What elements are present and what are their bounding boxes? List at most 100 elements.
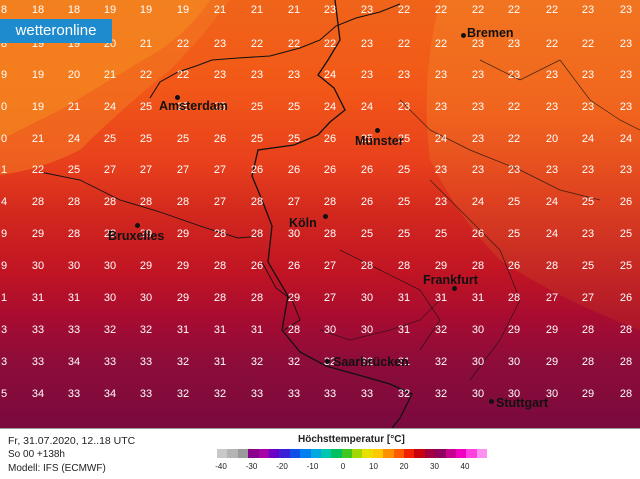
color-scale-tick: -40	[215, 462, 227, 471]
temperature-value: 28	[213, 228, 227, 240]
temperature-value: 28	[360, 260, 374, 272]
temperature-value: 23	[581, 164, 595, 176]
temperature-value: 22	[507, 4, 521, 16]
temperature-value: 27	[287, 196, 301, 208]
temperature-value: 26	[287, 260, 301, 272]
temperature-value: 25	[360, 133, 374, 145]
temperature-value: 23	[434, 101, 448, 113]
temperature-value: 0	[1, 133, 8, 145]
temperature-value: 24	[323, 101, 337, 113]
temperature-value: 4	[1, 196, 8, 208]
color-scale-tick: 0	[340, 462, 346, 471]
temperature-value: 25	[397, 196, 411, 208]
color-scale-tick: 10	[369, 462, 378, 471]
temperature-value: 22	[507, 133, 521, 145]
temperature-value: 23	[471, 69, 485, 81]
color-scale-tick: 30	[430, 462, 439, 471]
temperature-value: 30	[139, 292, 153, 304]
temperature-value: 23	[471, 133, 485, 145]
temperature-value: 1	[1, 164, 8, 176]
color-scale-step	[352, 449, 363, 458]
temperature-value: 22	[507, 101, 521, 113]
temperature-value: 28	[471, 260, 485, 272]
temperature-value: 28	[287, 324, 301, 336]
color-scale-step	[237, 449, 249, 458]
temperature-value: 23	[287, 69, 301, 81]
city-marker	[461, 33, 466, 38]
temperature-value: 30	[507, 388, 521, 400]
legend-title: Höchsttemperatur [°C]	[298, 434, 405, 445]
temperature-value: 31	[250, 324, 264, 336]
temperature-value: 30	[471, 356, 485, 368]
temperature-value: 29	[139, 260, 153, 272]
temperature-value: 23	[581, 4, 595, 16]
temperature-value: 23	[360, 69, 374, 81]
temperature-value: 32	[176, 388, 190, 400]
border-luxembourg	[261, 261, 301, 331]
temperature-value: 8	[1, 4, 8, 16]
temperature-value: 21	[67, 101, 81, 113]
temperature-value: 26	[360, 164, 374, 176]
temperature-value: 25	[287, 133, 301, 145]
temperature-value: 26	[323, 164, 337, 176]
temperature-value: 33	[139, 356, 153, 368]
temperature-value: 27	[103, 164, 117, 176]
temperature-value: 28	[619, 324, 633, 336]
temperature-value: 23	[507, 38, 521, 50]
temperature-value: 25	[176, 101, 190, 113]
color-scale-step	[258, 449, 269, 458]
temperature-value: 22	[323, 38, 337, 50]
temperature-value: 30	[287, 228, 301, 240]
temperature-value: 25	[250, 101, 264, 113]
temperature-value: 32	[287, 356, 301, 368]
temperature-value: 28	[581, 356, 595, 368]
temperature-value: 30	[323, 324, 337, 336]
temperature-value: 23	[619, 101, 633, 113]
temperature-value: 9	[1, 69, 8, 81]
city-label: Saarbrücken	[333, 355, 409, 369]
temperature-value: 28	[323, 196, 337, 208]
temperature-value: 22	[434, 38, 448, 50]
temperature-value: 24	[471, 196, 485, 208]
color-scale-tick: 20	[399, 462, 409, 471]
temperature-value: 21	[287, 4, 301, 16]
temperature-value: 25	[103, 133, 117, 145]
temperature-value: 25	[67, 164, 81, 176]
temperature-value: 25	[139, 101, 153, 113]
temperature-value: 23	[397, 101, 411, 113]
color-scale-step	[372, 449, 384, 458]
temperature-value: 23	[397, 69, 411, 81]
color-scale-step	[393, 449, 405, 458]
temperature-value: 30	[67, 260, 81, 272]
wetteronline-logo[interactable]: wetteronline	[0, 19, 112, 43]
temperature-value: 29	[287, 292, 301, 304]
temperature-value: 26	[287, 164, 301, 176]
temperature-value: 28	[250, 292, 264, 304]
temperature-value: 23	[619, 164, 633, 176]
temperature-value: 8	[1, 38, 8, 50]
color-scale	[217, 449, 488, 458]
temperature-value: 24	[360, 101, 374, 113]
temperature-value: 22	[176, 69, 190, 81]
temperature-value: 25	[581, 196, 595, 208]
temperature-value: 23	[471, 38, 485, 50]
temperature-value: 28	[139, 196, 153, 208]
temperature-value: 25	[397, 228, 411, 240]
city-label: Frankfurt	[423, 273, 478, 287]
temperature-value: 22	[545, 38, 559, 50]
temperature-value: 25	[360, 228, 374, 240]
temperature-value: 25	[250, 133, 264, 145]
color-scale-step	[248, 449, 259, 458]
temperature-value: 23	[619, 69, 633, 81]
coastline	[149, 3, 401, 99]
temperature-value: 25	[581, 260, 595, 272]
temperature-value: 26	[323, 133, 337, 145]
border-line-main	[251, 0, 413, 428]
color-scale-step	[362, 449, 373, 458]
temperature-value: 29	[581, 388, 595, 400]
temperature-value: 33	[31, 356, 45, 368]
temperature-value: 27	[176, 164, 190, 176]
color-scale-step	[435, 449, 446, 458]
temperature-value: 26	[250, 164, 264, 176]
color-scale-step	[320, 449, 332, 458]
